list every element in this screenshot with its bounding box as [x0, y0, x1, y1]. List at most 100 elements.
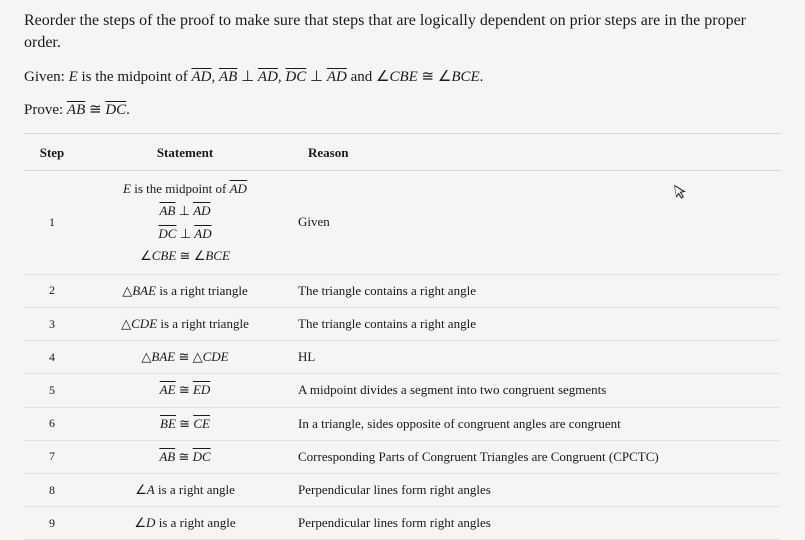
- step-number: 9: [24, 507, 80, 540]
- ad: AD: [230, 181, 247, 196]
- table-row[interactable]: 8 ∠A is a right angle Perpendicular line…: [24, 473, 781, 506]
- header-statement: Statement: [80, 134, 290, 171]
- table-row[interactable]: 9 ∠D is a right angle Perpendicular line…: [24, 507, 781, 540]
- prove-label: Prove:: [24, 102, 63, 118]
- table-row[interactable]: 3 △CDE is a right triangle The triangle …: [24, 307, 781, 340]
- given-label: Given:: [24, 69, 65, 85]
- seg-ad3: AD: [327, 69, 347, 85]
- step-number: 6: [24, 407, 80, 440]
- statement-cell: △CDE is a right triangle: [80, 307, 290, 340]
- bce: BCE: [205, 248, 230, 263]
- txt: is a right triangle: [156, 283, 248, 298]
- step-number: 2: [24, 274, 80, 307]
- reason-cell: Given: [290, 171, 781, 274]
- seg-ab: AB: [219, 69, 237, 85]
- table-row[interactable]: 2 △BAE is a right triangle The triangle …: [24, 274, 781, 307]
- txt: is the midpoint of: [131, 181, 230, 196]
- table-row[interactable]: 7 AB ≅ DC Corresponding Parts of Congrue…: [24, 440, 781, 473]
- statement-cell: △BAE is a right triangle: [80, 274, 290, 307]
- seg-dc: DC: [285, 69, 306, 85]
- tri: △: [141, 349, 151, 364]
- statement-cell: AB ≅ DC: [80, 440, 290, 473]
- tri: △: [121, 316, 131, 331]
- statement-cell: BE ≅ CE: [80, 407, 290, 440]
- ab: AB: [159, 449, 175, 464]
- given-text-1: is the midpoint of: [78, 69, 192, 85]
- table-header-row: Step Statement Reason: [24, 134, 781, 171]
- step-number: 8: [24, 473, 80, 506]
- cde: CDE: [203, 349, 229, 364]
- var-e: E: [69, 69, 78, 85]
- bce: BCE: [451, 69, 479, 85]
- ed: ED: [193, 382, 210, 397]
- ang: ∠: [135, 482, 147, 497]
- cde: CDE: [131, 316, 157, 331]
- perp: ⊥: [179, 203, 190, 218]
- reason-cell: HL: [290, 341, 781, 374]
- ad: AD: [193, 203, 210, 218]
- reason-cell: The triangle contains a right angle: [290, 307, 781, 340]
- given-and: and: [347, 69, 376, 85]
- instruction-text: Reorder the steps of the proof to make s…: [24, 10, 781, 53]
- header-step: Step: [24, 134, 80, 171]
- seg-ab-p: AB: [67, 102, 85, 118]
- statement-cell: AE ≅ ED: [80, 374, 290, 407]
- bae: BAE: [132, 283, 156, 298]
- angle2: ∠: [438, 69, 451, 85]
- be: BE: [160, 416, 176, 431]
- angle1: ∠: [376, 69, 389, 85]
- seg-dc-p: DC: [105, 102, 126, 118]
- period1: .: [480, 69, 484, 85]
- e: E: [123, 181, 131, 196]
- txt: is a right angle: [155, 482, 235, 497]
- table-row[interactable]: 4 △BAE ≅ △CDE HL: [24, 341, 781, 374]
- reason-cell: Corresponding Parts of Congruent Triangl…: [290, 440, 781, 473]
- ce: CE: [193, 416, 210, 431]
- tri: △: [122, 283, 132, 298]
- step-number: 1: [24, 171, 80, 274]
- step-number: 4: [24, 341, 80, 374]
- ad: AD: [194, 226, 211, 241]
- a: A: [147, 482, 155, 497]
- cong: ≅: [178, 449, 189, 464]
- given-line: Given: E is the midpoint of AD, AB ⊥ AD,…: [24, 67, 781, 88]
- table-row[interactable]: 1 E is the midpoint of AD AB ⊥ AD DC ⊥ A…: [24, 171, 781, 274]
- reason-cell: The triangle contains a right angle: [290, 274, 781, 307]
- statement-cell: ∠D is a right angle: [80, 507, 290, 540]
- statement-cell: △BAE ≅ △CDE: [80, 341, 290, 374]
- table-row[interactable]: 5 AE ≅ ED A midpoint divides a segment i…: [24, 374, 781, 407]
- perp: ⊥: [180, 226, 191, 241]
- cong: ≅: [180, 248, 191, 263]
- bae: BAE: [151, 349, 175, 364]
- cbe: CBE: [389, 69, 417, 85]
- ang: ∠: [194, 248, 206, 263]
- cong1: ≅: [422, 69, 435, 85]
- step-number: 7: [24, 440, 80, 473]
- ang: ∠: [140, 248, 152, 263]
- reason-cell: Perpendicular lines form right angles: [290, 507, 781, 540]
- ang: ∠: [134, 515, 146, 530]
- table-row[interactable]: 6 BE ≅ CE In a triangle, sides opposite …: [24, 407, 781, 440]
- perp2: ⊥: [310, 69, 323, 85]
- perp1: ⊥: [241, 69, 254, 85]
- statement-cell: ∠A is a right angle: [80, 473, 290, 506]
- txt: is a right angle: [155, 515, 235, 530]
- dc: DC: [158, 226, 176, 241]
- cong: ≅: [179, 382, 190, 397]
- period2: .: [126, 102, 130, 118]
- ab: AB: [159, 203, 175, 218]
- reason-cell: A midpoint divides a segment into two co…: [290, 374, 781, 407]
- cong: ≅: [178, 349, 189, 364]
- statement-cell: E is the midpoint of AD AB ⊥ AD DC ⊥ AD …: [80, 171, 290, 274]
- ae: AE: [160, 382, 176, 397]
- prove-line: Prove: AB ≅ DC.: [24, 100, 781, 121]
- header-reason: Reason: [290, 134, 781, 171]
- txt: is a right triangle: [157, 316, 249, 331]
- seg-ad: AD: [192, 69, 212, 85]
- cbe: CBE: [152, 248, 177, 263]
- reason-cell: Perpendicular lines form right angles: [290, 473, 781, 506]
- cong: ≅: [179, 416, 190, 431]
- cong-p: ≅: [89, 102, 102, 118]
- sep1: ,: [212, 69, 220, 85]
- step-number: 5: [24, 374, 80, 407]
